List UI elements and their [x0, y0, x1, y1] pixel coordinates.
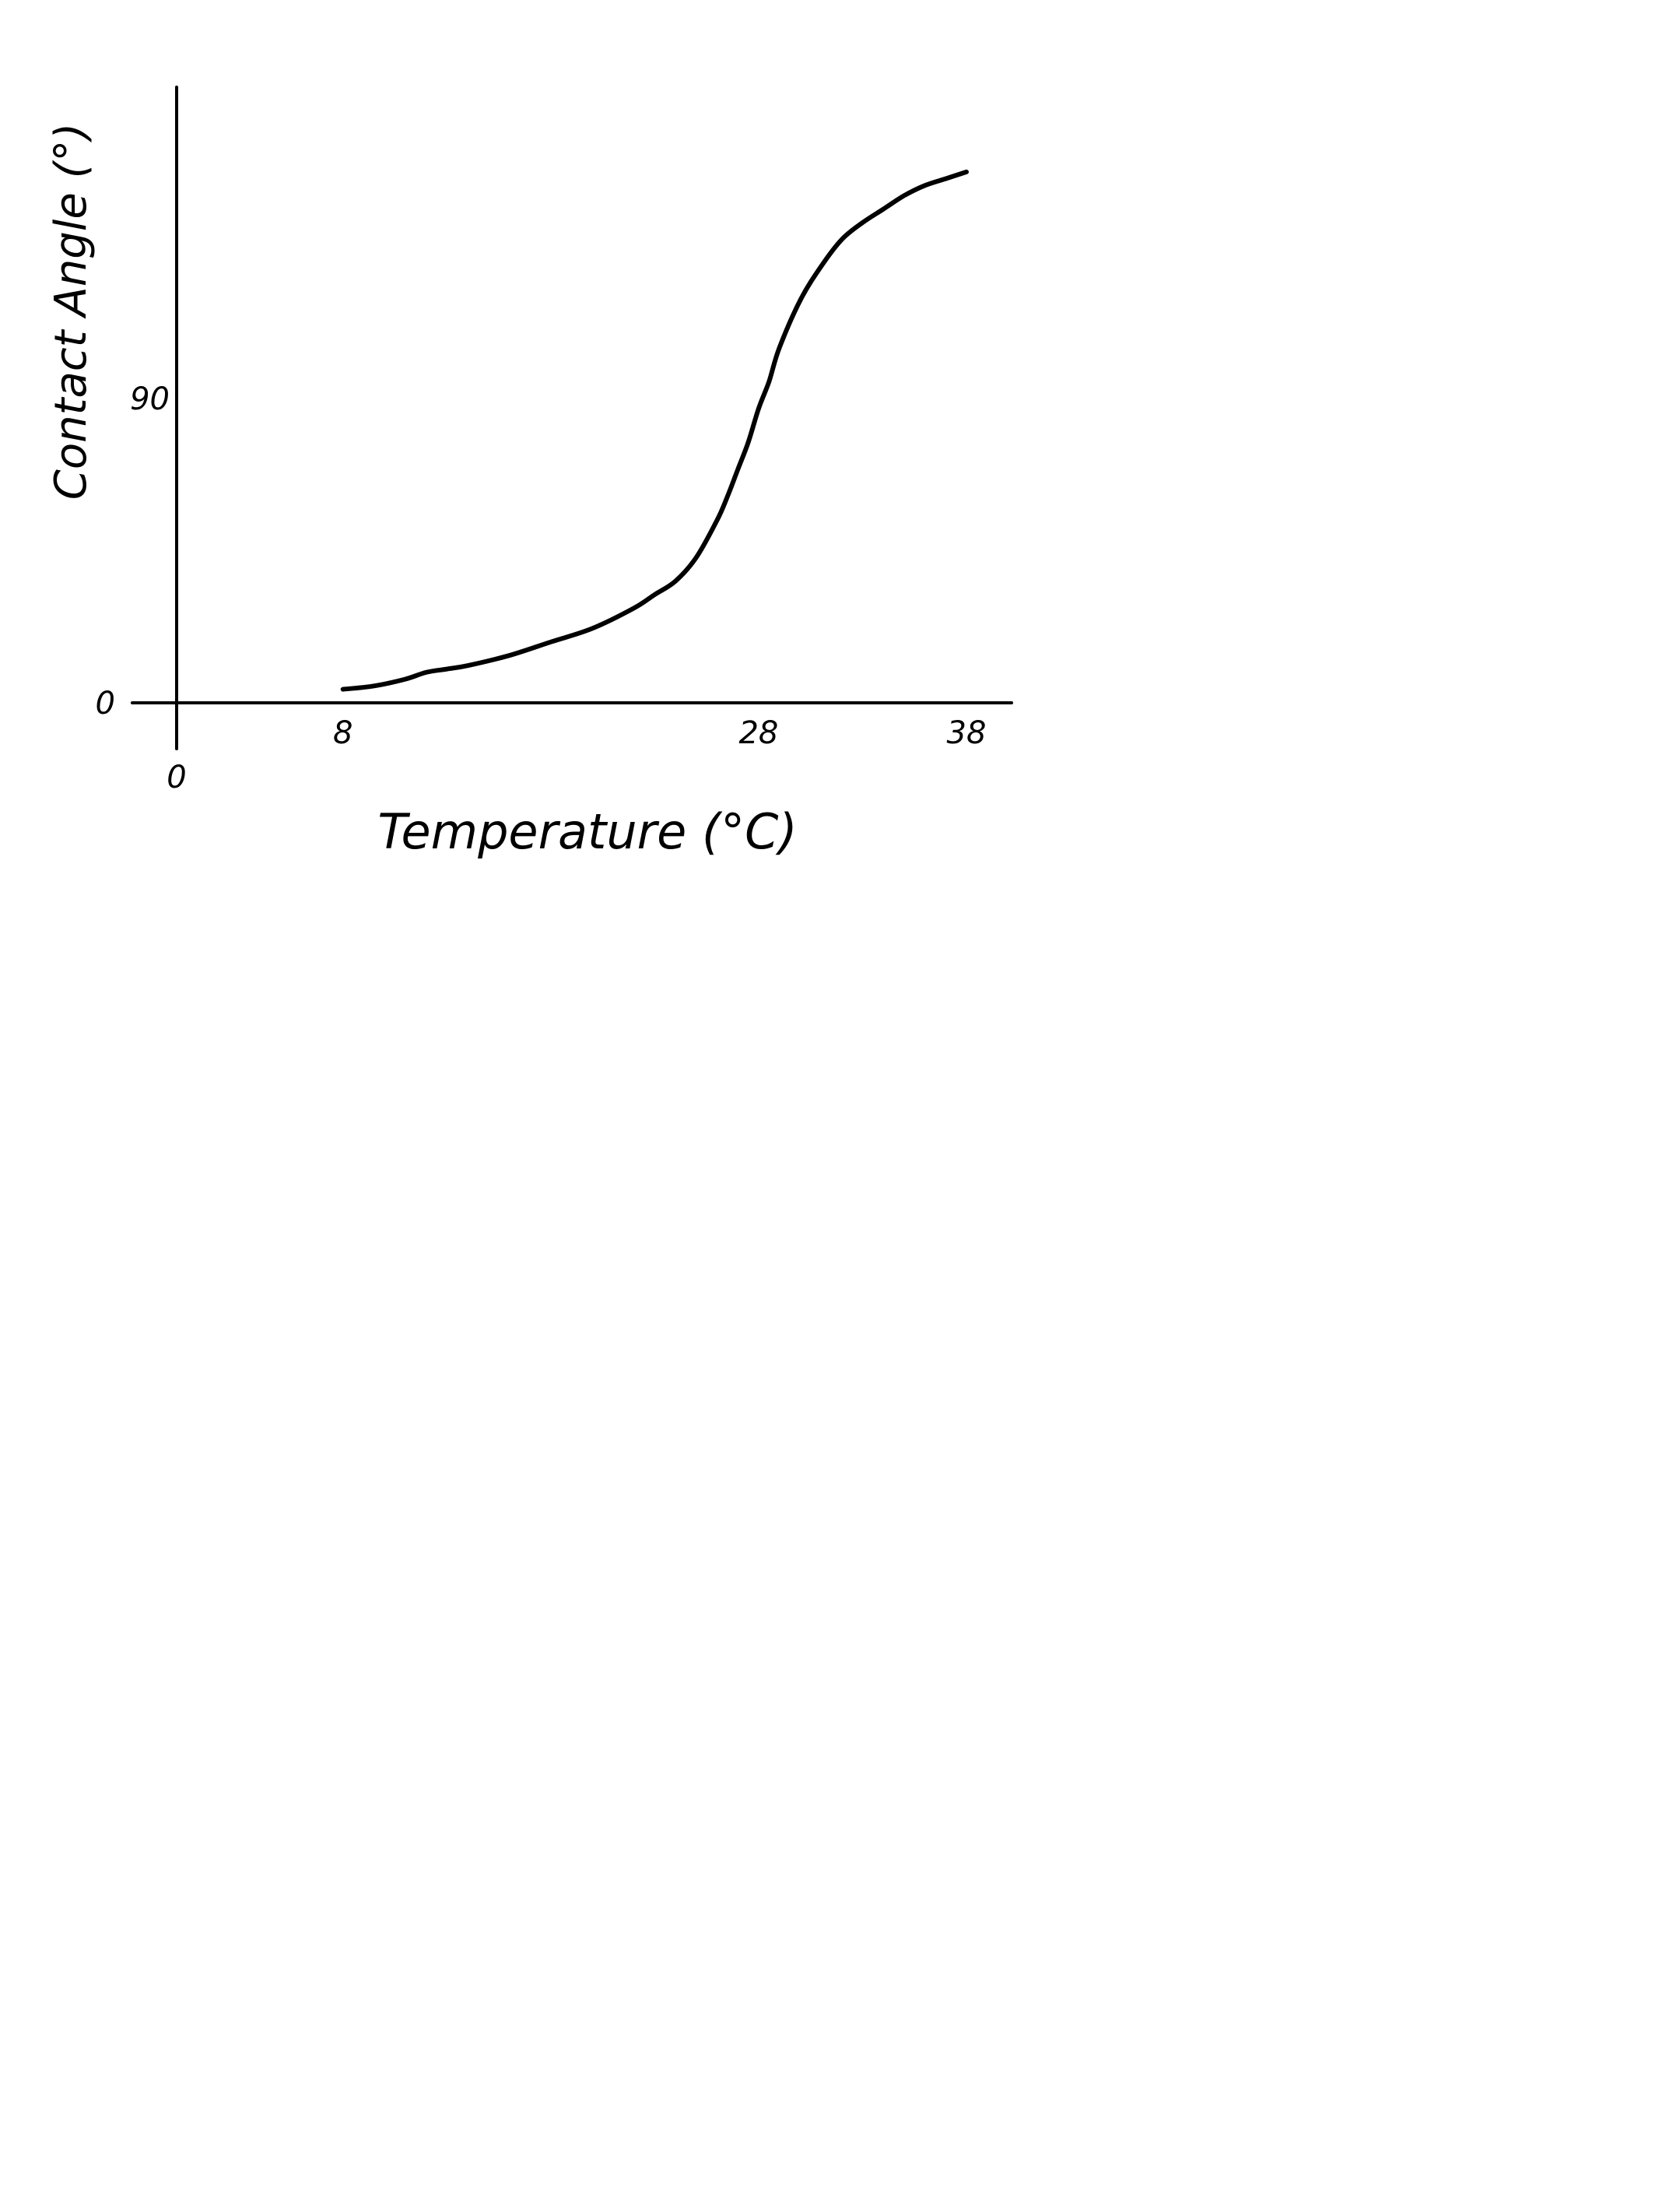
x-tick-label: 38: [947, 715, 987, 751]
y-tick-labels: 0 90: [96, 381, 170, 722]
series-layer: [343, 172, 966, 690]
axes: [132, 87, 1012, 749]
x-tick-label: 8: [333, 715, 352, 751]
series-line: [343, 172, 966, 690]
y-tick-label: 90: [130, 381, 170, 417]
x-axis-title: Temperature (°C): [377, 803, 797, 860]
x-tick-label: 0: [167, 760, 186, 795]
x-tick-label: 28: [738, 715, 778, 751]
y-tick-label: 0: [96, 686, 115, 722]
x-tick-labels: 0 8 28 38: [167, 715, 986, 795]
y-axis-title: Contact Angle (°): [46, 123, 96, 500]
